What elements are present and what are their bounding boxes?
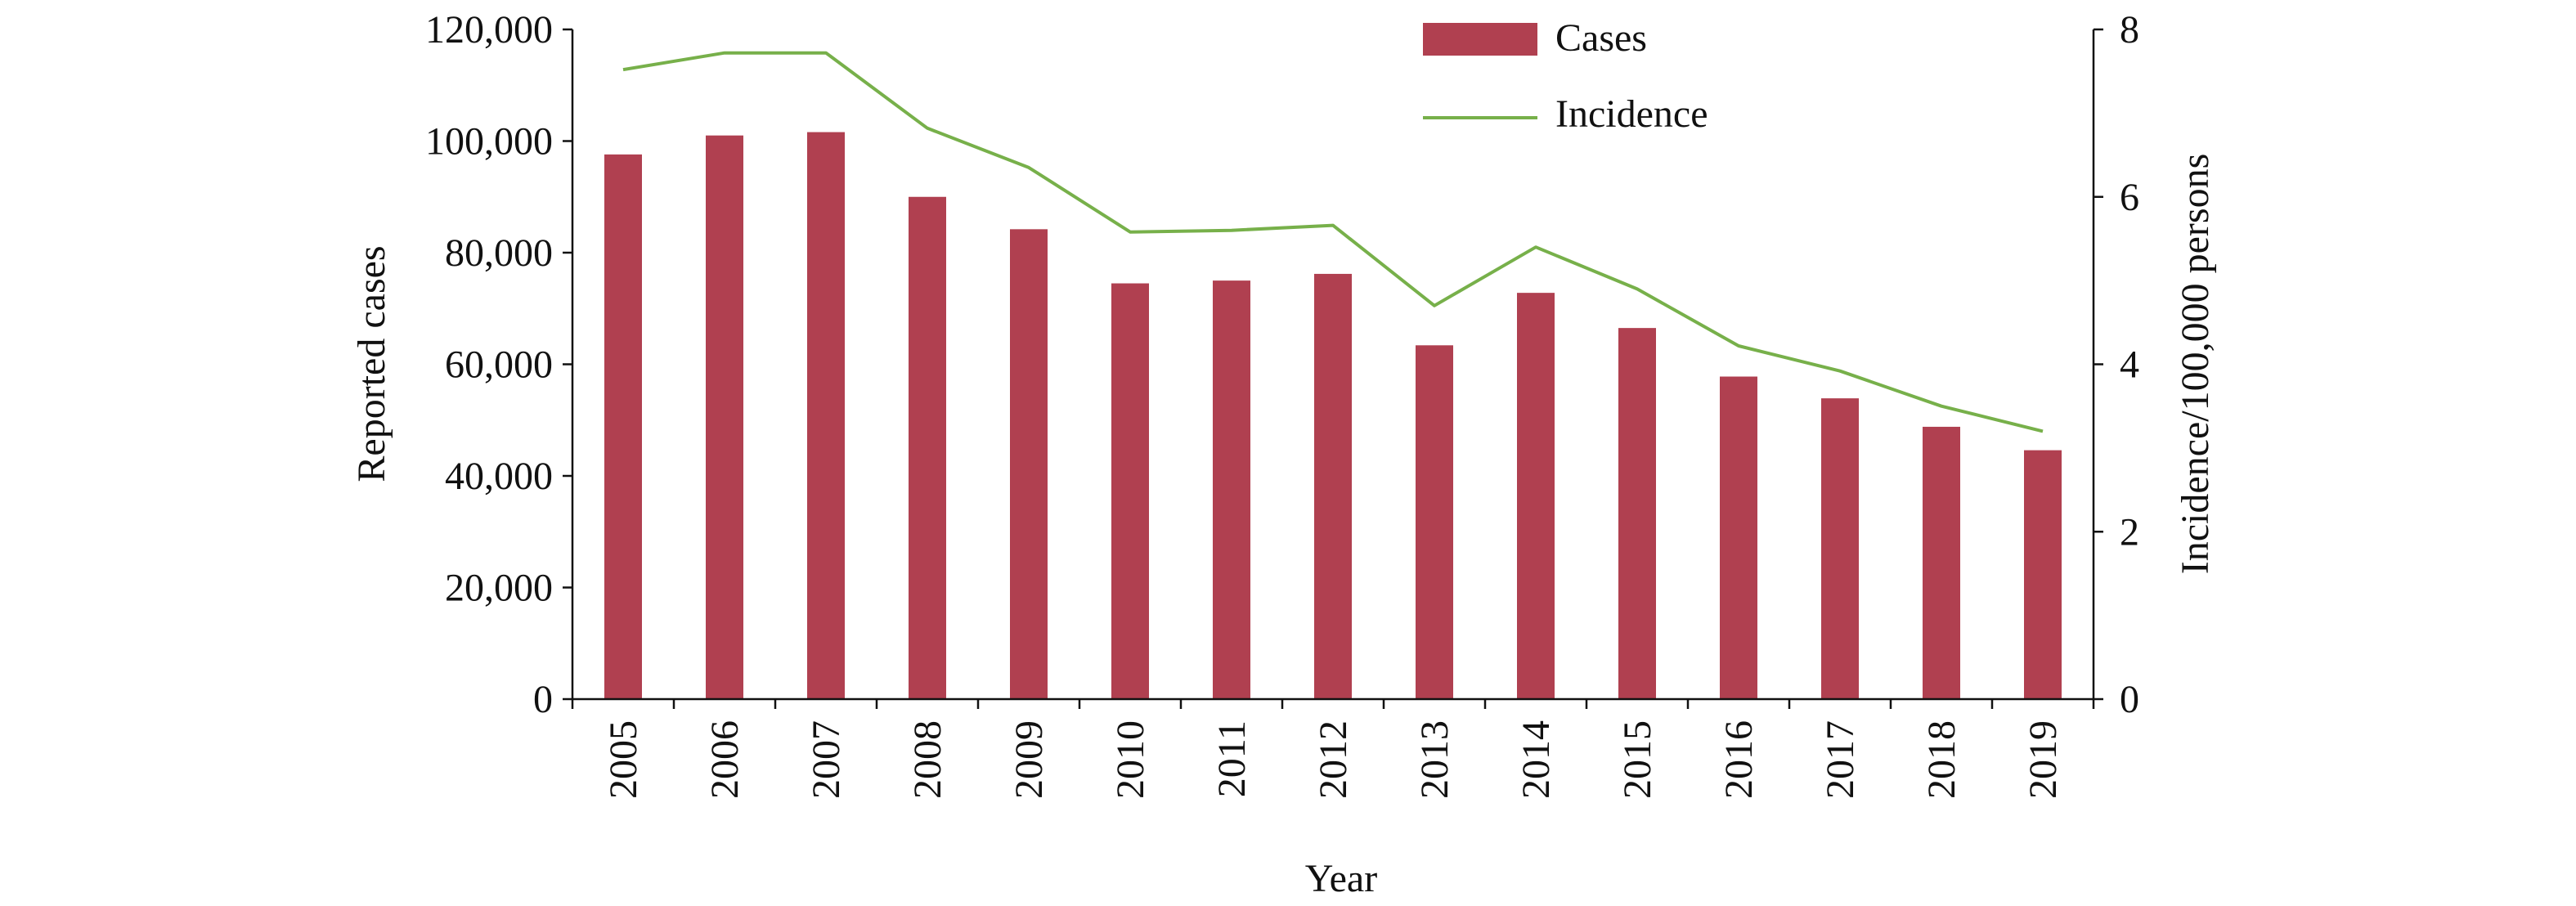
- bars-layer: [604, 132, 2062, 700]
- y2-axis-title: Incidence/100,000 persons: [2174, 154, 2217, 575]
- x-tick-label-2018: 2018: [1920, 720, 1963, 799]
- bar-2019: [2024, 450, 2062, 699]
- x-tick-label-2019: 2019: [2022, 720, 2065, 799]
- x-tick-label-2016: 2016: [1717, 720, 1761, 799]
- line-layer: [622, 51, 2044, 433]
- bar-2010: [1111, 283, 1149, 699]
- bar-2016: [1720, 376, 1757, 699]
- y-tick-label: 100,000: [425, 120, 553, 164]
- y2-tick-label: 4: [2120, 343, 2139, 387]
- x-tick-label-2017: 2017: [1819, 720, 1862, 799]
- bar-2012: [1314, 273, 1352, 699]
- ticks-layer: 0 20,000 40,000 60,000 80,000 100,000 120,000 0…: [425, 8, 2139, 799]
- y2-tick-label: 0: [2120, 678, 2139, 721]
- y-axis-title: Reported cases: [350, 245, 393, 482]
- incidence-line: [622, 51, 2044, 433]
- x-tick-label-2008: 2008: [906, 720, 949, 799]
- bar-2015: [1618, 328, 1656, 699]
- bar-2014: [1517, 293, 1555, 699]
- x-tick-label-2014: 2014: [1515, 720, 1558, 799]
- legend-label-cases: Cases: [1555, 16, 1647, 60]
- y-tick-label: 0: [533, 678, 553, 721]
- legend-label-incidence: Incidence: [1555, 92, 1708, 136]
- x-tick-label-2006: 2006: [703, 720, 747, 799]
- y2-tick-label: 6: [2120, 176, 2139, 219]
- x-tick-label-2009: 2009: [1008, 720, 1051, 799]
- bar-2017: [1821, 398, 1859, 699]
- bar-2005: [604, 154, 642, 699]
- bar-2007: [807, 132, 845, 699]
- x-tick-label-2005: 2005: [602, 720, 645, 799]
- x-tick-label-2012: 2012: [1312, 720, 1355, 799]
- bar-2011: [1213, 280, 1250, 699]
- bar-2013: [1416, 345, 1453, 699]
- x-tick-label-2015: 2015: [1616, 720, 1659, 799]
- y-tick-label: 120,000: [425, 8, 553, 52]
- x-tick-label-2011: 2011: [1210, 720, 1254, 797]
- legend-swatch-cases: [1423, 23, 1537, 56]
- y-tick-label: 80,000: [445, 231, 553, 275]
- y-tick-label: 40,000: [445, 455, 553, 498]
- legend: Cases Incidence: [1423, 16, 1708, 136]
- y2-tick-label: 2: [2120, 510, 2139, 554]
- x-tick-label-2010: 2010: [1109, 720, 1152, 799]
- bar-2009: [1010, 229, 1048, 700]
- y-tick-label: 20,000: [445, 567, 553, 610]
- bar-2018: [1923, 426, 1960, 699]
- bar-2006: [706, 135, 743, 700]
- x-axis-title: Year: [1305, 857, 1377, 900]
- y2-tick-label: 8: [2120, 8, 2139, 52]
- bar-2008: [909, 196, 946, 699]
- y-tick-label: 60,000: [445, 343, 553, 387]
- x-tick-label-2007: 2007: [805, 720, 848, 799]
- x-tick-label-2013: 2013: [1413, 720, 1456, 799]
